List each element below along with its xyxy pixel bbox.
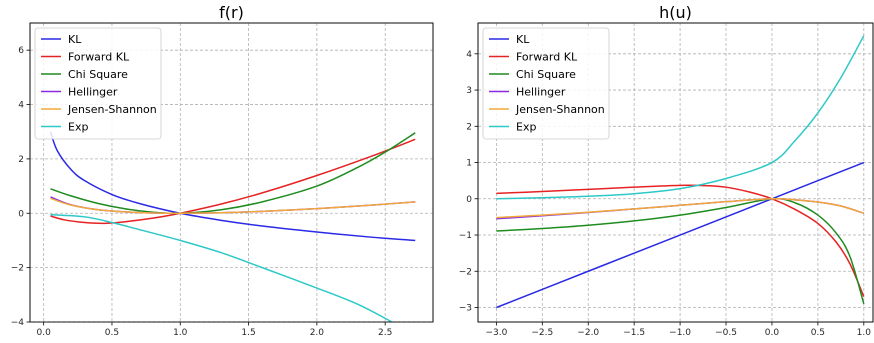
series-line-chi-square	[50, 132, 416, 215]
legend-label: Jensen-Shannon	[67, 103, 157, 116]
x-tick-label: −2.0	[577, 328, 599, 338]
legend: KL Forward KL Chi Square Hellinger Jensen-Sh…	[34, 27, 162, 140]
series-group	[496, 35, 865, 309]
series-line-forward-kl	[50, 138, 416, 225]
y-tick-label: 4	[466, 50, 472, 60]
legend-label: Hellinger	[68, 86, 118, 99]
chart-panel-1: −3.0 −2.5 −2.0 −1.5 −1.0 −0.5 0.0 0.5 1.0 −3 −2 −1 0…	[459, 3, 874, 338]
y-tick-label: −1	[459, 231, 472, 241]
y-tick-label: 6	[18, 46, 24, 56]
x-tick-label: 1.5	[241, 328, 255, 338]
legend-box	[34, 27, 162, 140]
chart-title: f(r)	[219, 3, 244, 22]
x-tick-label: 1.0	[857, 328, 872, 338]
y-tick-label: 0	[18, 209, 24, 219]
series-line-exp	[50, 213, 393, 322]
y-tick-label: 4	[18, 101, 24, 111]
y-tick-label: 3	[466, 86, 472, 96]
x-tick-label: −3.0	[485, 328, 507, 338]
x-tick-label: −1.0	[669, 328, 691, 338]
x-tick-label: −2.5	[531, 328, 553, 338]
x-tick-label: 0.5	[105, 328, 119, 338]
x-tick-label: 0.5	[811, 328, 825, 338]
x-tick-label: −0.5	[715, 328, 737, 338]
y-tick-label: −2	[11, 264, 24, 274]
legend-label: Forward KL	[68, 51, 130, 64]
series-line-forward-kl	[496, 184, 865, 297]
y-tick-label: −2	[459, 267, 472, 277]
legend-label: Jensen-Shannon	[515, 103, 605, 116]
legend-label: Chi Square	[516, 68, 576, 81]
x-tick-label: 2.5	[378, 328, 392, 338]
y-tick-label: −3	[459, 304, 472, 314]
x-tick-label: 0.0	[765, 328, 780, 338]
series-line-jensen-shannon	[50, 197, 416, 215]
legend: KL Forward KL Chi Square Hellinger Jensen-Sh…	[482, 27, 610, 140]
legend-box	[482, 27, 610, 140]
legend-label: KL	[68, 33, 82, 46]
axes-border	[29, 22, 434, 323]
x-tick-label: 0.0	[36, 328, 51, 338]
y-tick-label: 1	[466, 159, 472, 169]
y-tick-label: −4	[11, 318, 25, 328]
series-line-exp	[496, 35, 865, 200]
x-tick-label: 1.0	[173, 328, 188, 338]
series-line-chi-square	[496, 197, 865, 305]
legend-label: Hellinger	[516, 86, 566, 99]
legend-label: Forward KL	[516, 51, 578, 64]
legend-label: Exp	[68, 121, 88, 134]
x-tick-label: 2.0	[310, 328, 325, 338]
x-tick-label: −1.5	[623, 328, 645, 338]
legend-label: Exp	[516, 121, 536, 134]
legend-label: KL	[516, 33, 530, 46]
y-tick-label: 2	[466, 122, 472, 132]
series-line-kl	[496, 161, 865, 309]
y-tick-label: 2	[18, 155, 24, 165]
chart-title: h(u)	[659, 3, 692, 22]
series-group	[49, 131, 416, 322]
chart-panel-0: 0.0 0.5 1.0 1.5 2.0 2.5 −4 −2 0 2 4 6 f(r) KL Forward …	[11, 3, 434, 338]
series-line-kl	[49, 131, 416, 242]
y-tick-label: 0	[466, 195, 472, 205]
axes-border	[477, 22, 874, 323]
series-line-jensen-shannon	[496, 197, 865, 219]
legend-label: Chi Square	[68, 68, 128, 81]
